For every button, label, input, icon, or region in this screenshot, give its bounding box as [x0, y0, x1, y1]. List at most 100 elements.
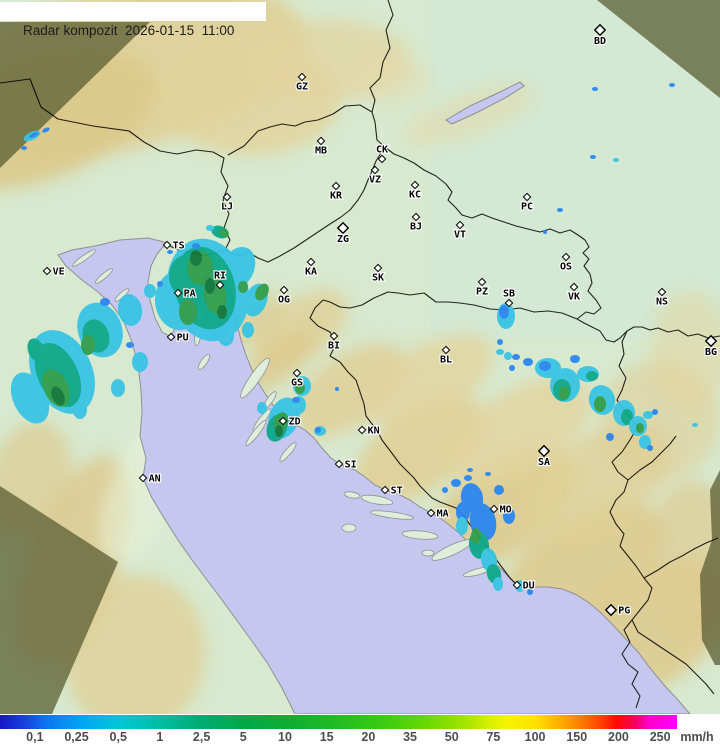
station-label-ZG: ZG — [337, 234, 349, 245]
radar-echo — [494, 485, 504, 495]
station-marker-BG — [704, 334, 718, 348]
radar-echo — [132, 352, 148, 372]
station-marker-ZD — [278, 416, 288, 426]
station-marker-SK — [373, 263, 383, 273]
station-marker-VE — [42, 266, 52, 276]
station-marker-MB — [316, 136, 326, 146]
station-label-ST: ST — [391, 486, 403, 497]
radar-echo — [594, 396, 606, 412]
station-label-KA: KA — [305, 267, 317, 278]
radar-echo — [493, 577, 503, 591]
station-marker-MA — [426, 508, 436, 518]
radar-echo — [456, 502, 470, 522]
radar-echo — [496, 349, 504, 355]
radar-echo — [315, 427, 321, 433]
radar-echo — [442, 487, 448, 493]
station-marker-OS — [561, 252, 571, 262]
legend-value: 2,5 — [192, 730, 211, 744]
station-marker-BJ — [411, 212, 421, 222]
station-label-RI: RI — [214, 270, 226, 281]
station-label-BJ: BJ — [410, 222, 422, 233]
title-text: Radar kompozit 2026-01-15 11:00 — [23, 23, 235, 38]
station-label-KN: KN — [368, 426, 380, 437]
station-label-PC: PC — [521, 202, 533, 213]
station-marker-CK — [377, 154, 387, 164]
station-label-CK: CK — [376, 144, 388, 155]
station-marker-PU — [166, 332, 176, 342]
radar-echo — [692, 423, 698, 427]
station-marker-NS — [657, 287, 667, 297]
radar-echo — [219, 228, 229, 238]
legend: 0,1 0,25 0,5 1 2,5 5 10 15 20 35 50 75 100 150 200 250 … — [0, 714, 720, 751]
radar-echo — [636, 423, 644, 433]
legend-value: 150 — [566, 730, 588, 744]
radar-echo — [335, 387, 339, 391]
radar-echo — [257, 402, 267, 414]
radar-echo — [179, 299, 197, 325]
station-marker-RI — [215, 280, 225, 290]
radar-echo — [643, 411, 653, 419]
radar-echo — [126, 342, 134, 348]
radar-echo — [157, 281, 163, 287]
station-label-BI: BI — [328, 341, 340, 352]
station-marker-BL — [441, 345, 451, 355]
legend-value: 20 — [361, 730, 376, 744]
radar-echo — [586, 371, 598, 381]
radar-echo — [29, 132, 39, 138]
station-marker-LJ — [222, 192, 232, 202]
radar-echo — [206, 225, 214, 231]
station-marker-VT — [455, 220, 465, 230]
radar-echo — [27, 338, 45, 362]
radar-echo — [51, 386, 65, 406]
station-label-AN: AN — [149, 474, 161, 485]
legend-unit: mm/h — [680, 730, 714, 744]
stations-layer: VE TS LJ GZ MB CK VZ KR KC BJ VT PC BD ZG KA SK PZ SB OS VK… — [42, 23, 718, 618]
station-marker-DU — [512, 580, 522, 590]
radar-echo — [471, 528, 481, 544]
radar-echo — [73, 401, 87, 419]
station-label-PG: PG — [618, 606, 630, 617]
station-marker-PA — [173, 288, 183, 298]
station-label-PU: PU — [177, 333, 189, 344]
radar-echo — [217, 305, 227, 319]
station-marker-KN — [357, 425, 367, 435]
radar-echo — [467, 468, 473, 472]
radar-echo — [464, 475, 472, 481]
station-label-NS: NS — [656, 297, 668, 308]
radar-echo — [242, 322, 254, 338]
station-label-SB: SB — [503, 288, 515, 299]
radar-echo — [111, 379, 125, 397]
lake-balaton — [445, 81, 525, 125]
radar-echo — [652, 409, 658, 415]
station-label-MB: MB — [315, 146, 327, 157]
station-marker-VK — [569, 282, 579, 292]
radar-echo — [295, 382, 305, 394]
station-label-TS: TS — [173, 241, 185, 252]
radar-echo — [559, 386, 569, 400]
radar-echo — [509, 365, 515, 371]
station-label-VK: VK — [568, 292, 580, 303]
station-label-PA: PA — [184, 289, 196, 300]
radar-echo — [205, 278, 215, 294]
legend-color-scale — [0, 715, 677, 729]
station-label-OS: OS — [560, 262, 572, 273]
radar-echo — [592, 87, 598, 91]
station-label-SI: SI — [345, 460, 357, 471]
station-marker-OG — [279, 285, 289, 295]
radar-echo — [190, 250, 202, 266]
title-bar: Radar kompozit 2026-01-15 11:00 — [0, 2, 266, 38]
station-marker-PG — [604, 603, 618, 617]
radar-echo — [218, 326, 234, 346]
station-marker-PZ — [477, 277, 487, 287]
legend-values: 0,1 0,25 0,5 1 2,5 5 10 15 20 35 50 75 100 150 200 250 — [14, 730, 681, 744]
station-label-GZ: GZ — [296, 82, 308, 93]
radar-echo — [503, 508, 515, 524]
legend-value: 15 — [319, 730, 334, 744]
radar-echo — [21, 146, 27, 150]
station-label-VT: VT — [454, 230, 466, 241]
radar-echo — [606, 433, 614, 441]
station-label-KC: KC — [409, 190, 421, 201]
